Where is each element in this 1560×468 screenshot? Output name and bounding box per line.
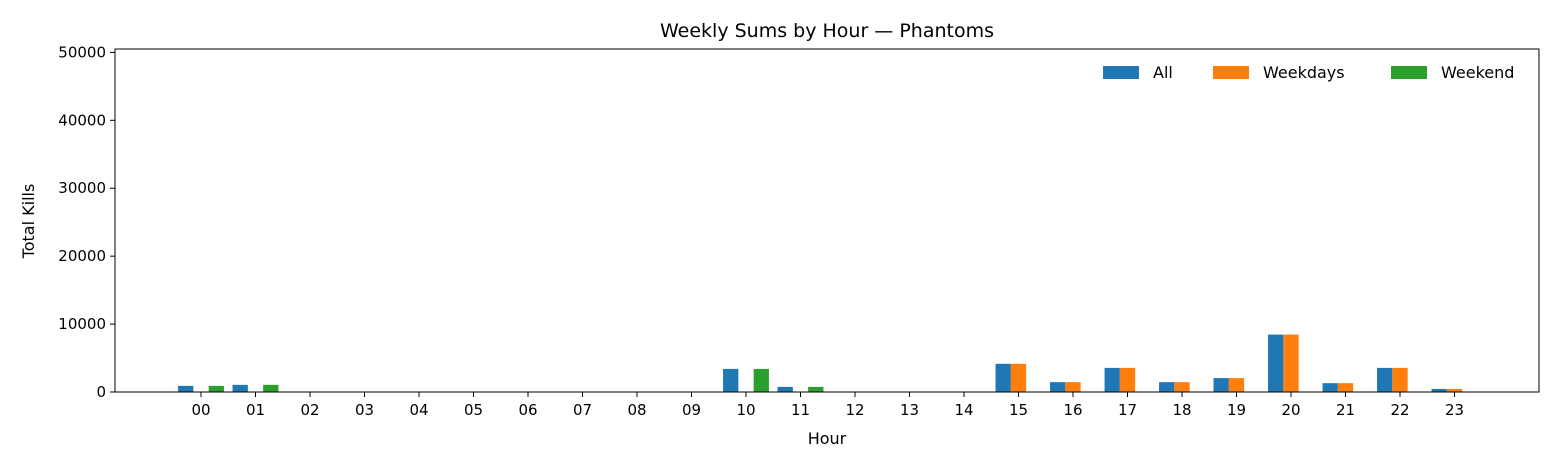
x-tick-label-04: 04 xyxy=(409,401,428,419)
x-tick-label-07: 07 xyxy=(573,401,592,419)
y-axis-label: Total Kills xyxy=(19,184,38,260)
x-tick-label-16: 16 xyxy=(1063,401,1082,419)
bar-all-15 xyxy=(995,363,1011,392)
x-tick-label-19: 19 xyxy=(1227,401,1246,419)
x-tick-label-17: 17 xyxy=(1118,401,1137,419)
y-tick-label-20000: 20000 xyxy=(58,247,106,265)
legend-swatch-all xyxy=(1103,66,1139,79)
legend-swatch-weekdays xyxy=(1213,66,1249,79)
x-tick-label-20: 20 xyxy=(1281,401,1300,419)
legend-label-all: All xyxy=(1153,63,1173,82)
bar-all-18 xyxy=(1159,382,1175,392)
y-tick-label-0: 0 xyxy=(96,383,106,401)
bar-all-10 xyxy=(723,368,739,392)
bar-weekend-01 xyxy=(263,384,279,392)
bar-all-23 xyxy=(1431,388,1447,392)
bar-all-11 xyxy=(777,386,793,392)
x-tick-label-13: 13 xyxy=(900,401,919,419)
bar-all-20 xyxy=(1268,334,1284,392)
bar-all-22 xyxy=(1377,367,1393,392)
x-tick-label-21: 21 xyxy=(1336,401,1355,419)
bar-weekend-00 xyxy=(208,385,224,392)
x-tick-label-12: 12 xyxy=(845,401,864,419)
bar-weekdays-21 xyxy=(1337,383,1354,392)
bar-weekdays-19 xyxy=(1228,378,1245,392)
chart-title: Weekly Sums by Hour — Phantoms xyxy=(660,20,994,42)
bar-weekend-10 xyxy=(753,368,769,392)
bar-weekdays-16 xyxy=(1065,382,1081,392)
bar-all-01 xyxy=(232,384,248,392)
y-axis: 0 10000 20000 30000 40000 50000 xyxy=(58,43,115,401)
x-tick-label-01: 01 xyxy=(246,401,265,419)
y-tick-label-40000: 40000 xyxy=(58,111,106,129)
bar-all-17 xyxy=(1104,367,1120,392)
bar-all-19 xyxy=(1213,378,1229,392)
x-tick-label-09: 09 xyxy=(682,401,701,419)
y-tick-label-50000: 50000 xyxy=(58,43,106,61)
x-tick-label-06: 06 xyxy=(518,401,537,419)
bar-all-00 xyxy=(178,385,194,392)
y-tick-label-10000: 10000 xyxy=(58,315,106,333)
x-tick-label-15: 15 xyxy=(1009,401,1028,419)
bar-weekdays-15 xyxy=(1010,363,1027,392)
legend-label-weekend: Weekend xyxy=(1441,63,1514,82)
x-tick-label-02: 02 xyxy=(300,401,319,419)
bar-weekdays-22 xyxy=(1392,367,1408,392)
bar-weekdays-23 xyxy=(1446,388,1463,392)
x-tick-label-18: 18 xyxy=(1172,401,1191,419)
bar-all-16 xyxy=(1050,382,1066,392)
legend: All Weekdays Weekend xyxy=(1103,63,1514,82)
bar-weekdays-18 xyxy=(1174,382,1190,392)
plot-frame xyxy=(114,48,1540,393)
x-tick-label-05: 05 xyxy=(464,401,483,419)
x-axis-label: Hour xyxy=(808,429,847,448)
x-tick-label-10: 10 xyxy=(736,401,755,419)
legend-swatch-weekend xyxy=(1391,66,1427,79)
bar-weekdays-20 xyxy=(1283,334,1299,392)
x-axis: 00 01 02 03 04 05 06 07 08 09 10 11 12 13 14 15 16 17 18 19… xyxy=(191,392,1464,419)
y-tick-label-30000: 30000 xyxy=(58,179,106,197)
bar-weekend-11 xyxy=(808,386,824,392)
x-tick-label-14: 14 xyxy=(954,401,973,419)
x-tick-label-00: 00 xyxy=(191,401,210,419)
x-tick-label-08: 08 xyxy=(627,401,646,419)
bar-weekdays-17 xyxy=(1119,367,1136,392)
bars-layer xyxy=(178,334,1463,392)
x-tick-label-11: 11 xyxy=(791,401,810,419)
x-tick-label-03: 03 xyxy=(355,401,374,419)
bar-all-21 xyxy=(1322,383,1338,392)
x-tick-label-23: 23 xyxy=(1445,401,1464,419)
legend-label-weekdays: Weekdays xyxy=(1263,63,1345,82)
x-tick-label-22: 22 xyxy=(1390,401,1409,419)
